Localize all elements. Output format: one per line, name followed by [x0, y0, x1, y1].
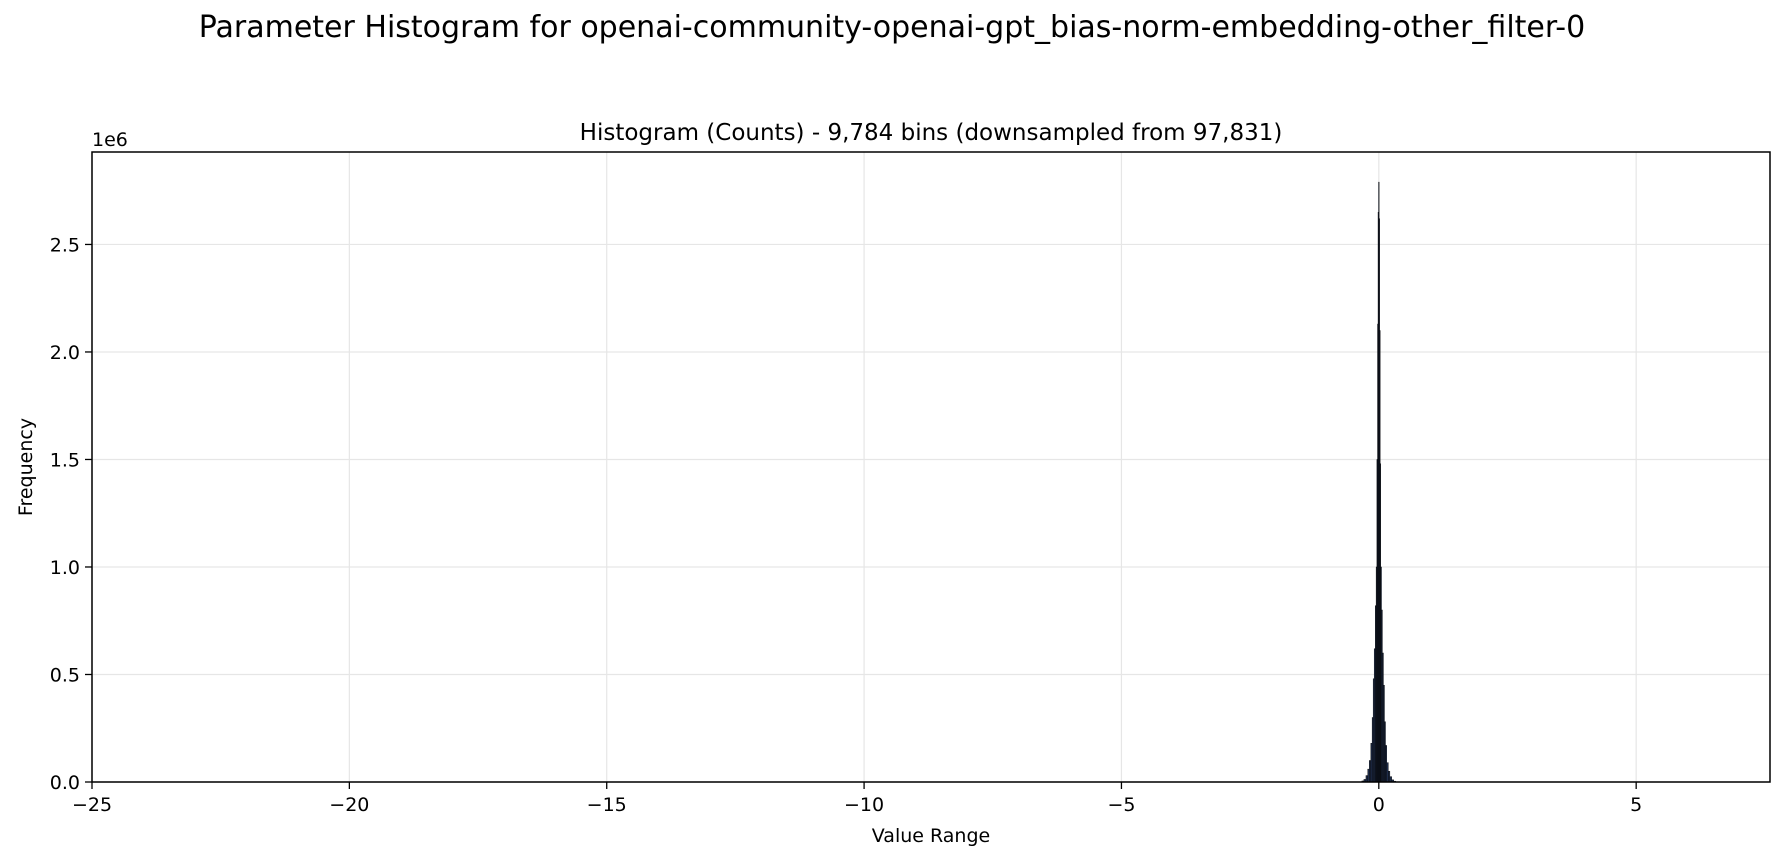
axes-title: Histogram (Counts) - 9,784 bins (downsam… — [580, 120, 1283, 146]
ticks-layer: −25 −20 −15 −10 −5 0 5 0.0 0.5 1.0 1.5 2.0 2.5 — [50, 234, 1642, 816]
grid-layer — [91, 152, 1770, 783]
x-tick-label: 5 — [1630, 794, 1642, 816]
histogram-bar — [1388, 771, 1391, 783]
y-tick-label: 1.0 — [50, 557, 80, 579]
histogram-bar — [1386, 762, 1389, 783]
x-tick-label: 0 — [1373, 794, 1385, 816]
x-axis-label: Value Range — [872, 825, 990, 847]
histogram-bar — [1369, 760, 1372, 783]
histogram-bar — [1389, 776, 1392, 783]
y-axis-label: Frequency — [15, 418, 37, 516]
y-offset-text: 1e6 — [92, 129, 128, 151]
x-tick-label: −5 — [1107, 794, 1135, 816]
x-tick-label: −10 — [844, 794, 884, 816]
y-tick-label: 2.5 — [50, 234, 80, 256]
x-tick-label: −15 — [587, 794, 627, 816]
histogram-bar — [1367, 768, 1370, 783]
y-tick-label: 2.0 — [50, 342, 80, 364]
bars-layer — [1361, 181, 1396, 783]
x-tick-label: −25 — [72, 794, 112, 816]
y-tick-label: 0.0 — [50, 772, 80, 794]
y-tick-label: 1.5 — [50, 449, 80, 471]
axes-frame — [91, 151, 1771, 783]
y-tick-label: 0.5 — [50, 664, 80, 686]
histogram-bar — [1365, 775, 1368, 783]
figure-suptitle: Parameter Histogram for openai-community… — [198, 10, 1586, 45]
x-tick-label: −20 — [329, 794, 369, 816]
